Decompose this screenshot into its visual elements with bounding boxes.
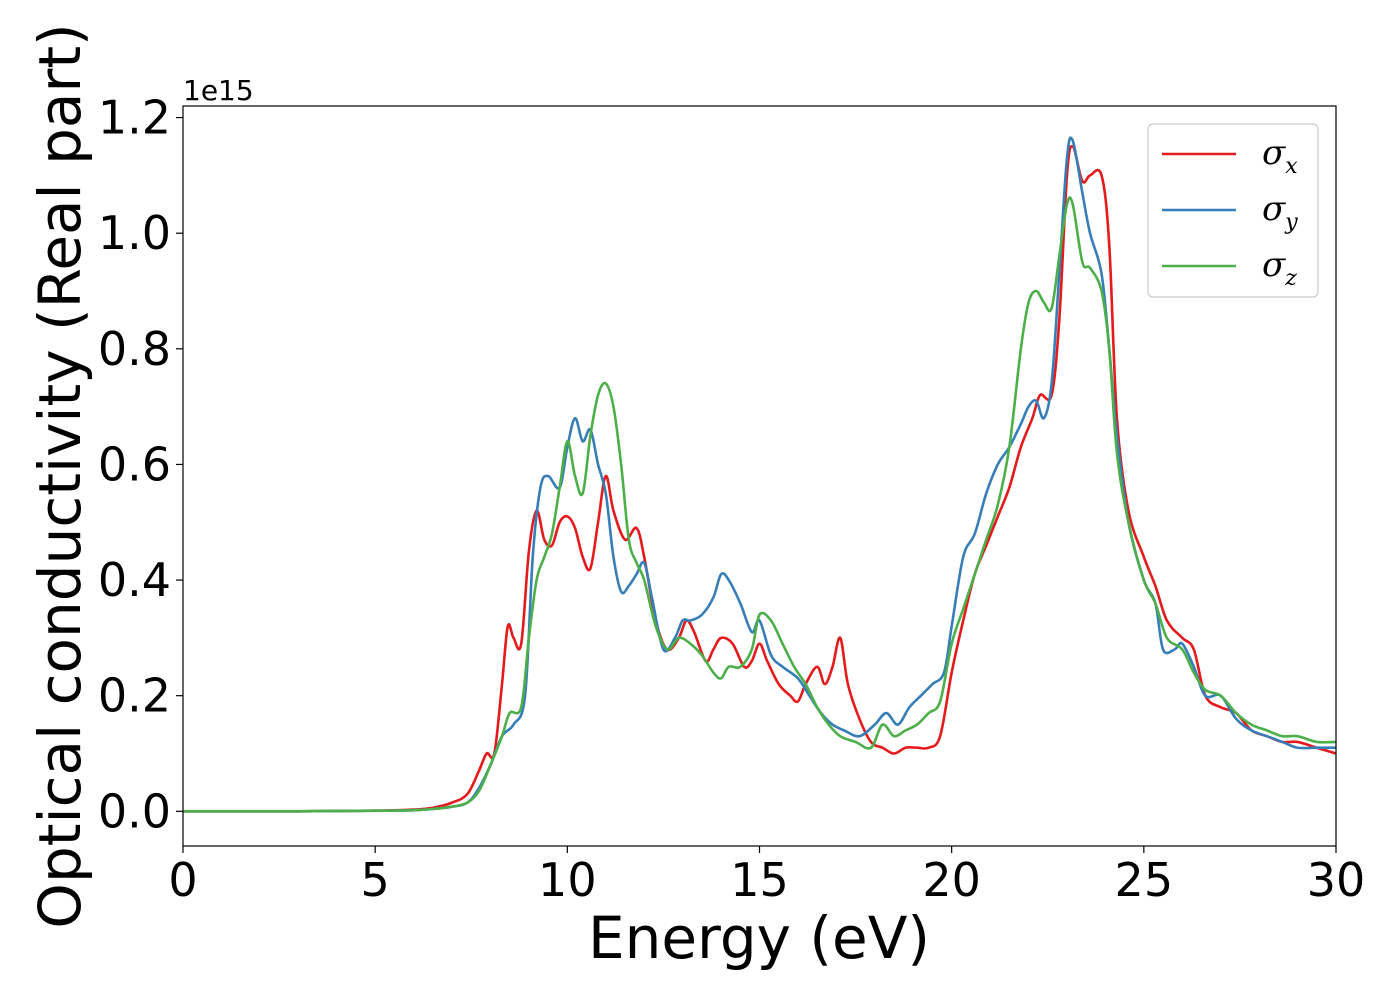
x-tick-label: 10 <box>538 853 597 907</box>
plot-area <box>183 136 1336 813</box>
series-layer <box>183 136 1336 813</box>
x-tick-label: 0 <box>168 853 197 907</box>
legend-subscript-y: y <box>1284 210 1298 235</box>
x-tick-label: 5 <box>361 853 390 907</box>
y-tick-label: 0.8 <box>98 322 171 376</box>
y-axis-title: Optical conductivity (Real part) <box>26 23 94 928</box>
y-tick-label: 0.2 <box>98 669 171 723</box>
x-axis: 0 5 10 15 20 25 30 <box>168 846 1365 907</box>
series-line-z <box>183 196 1336 813</box>
x-tick-label: 25 <box>1115 853 1174 907</box>
legend-subscript-x: x <box>1285 154 1298 179</box>
y-tick-label: 1.2 <box>98 91 171 145</box>
y-tick-label: 0.6 <box>98 437 171 491</box>
y-axis: 0.0 0.2 0.4 0.6 0.8 1.0 1.2 <box>98 91 183 838</box>
legend-subscript-z: z <box>1284 266 1297 291</box>
y-tick-label: 0.4 <box>98 553 171 607</box>
x-tick-label: 30 <box>1307 853 1366 907</box>
y-tick-label: 1.0 <box>98 206 171 260</box>
y-offset-label: 1e15 <box>183 74 254 107</box>
x-tick-label: 20 <box>922 853 981 907</box>
y-tick-label: 0.0 <box>98 784 171 838</box>
x-tick-label: 15 <box>730 853 789 907</box>
x-axis-title: Energy (eV) <box>588 904 930 972</box>
